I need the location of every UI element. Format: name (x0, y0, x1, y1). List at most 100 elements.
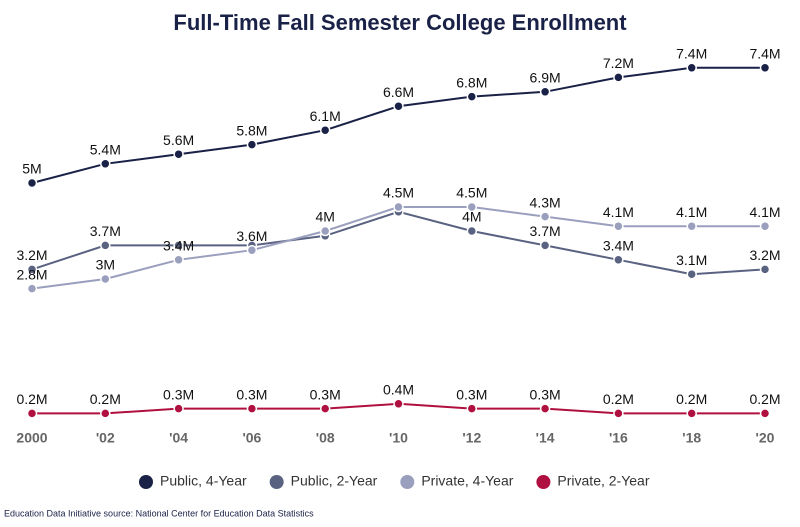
data-point (686, 62, 697, 74)
legend-label: Public, 2-Year (291, 473, 378, 489)
data-point (173, 148, 184, 160)
data-point (173, 254, 184, 266)
x-tick-label: '12 (462, 430, 481, 446)
legend-label: Public, 4-Year (160, 473, 247, 489)
data-label: 0.3M (530, 386, 561, 402)
data-label: 5.4M (90, 142, 121, 158)
data-label: 4.1M (749, 204, 780, 220)
data-label: 0.3M (310, 386, 341, 402)
legend-label: Private, 2-Year (557, 473, 649, 489)
legend-marker (269, 475, 284, 489)
x-tick-label: '02 (96, 430, 115, 446)
source-note: Education Data Initiative source: Nation… (4, 508, 314, 518)
data-label: 5.8M (236, 122, 267, 138)
data-point (393, 398, 404, 410)
data-label: 3.2M (749, 247, 780, 263)
data-label: 3.6M (236, 228, 267, 244)
data-label: 7.2M (603, 55, 634, 71)
data-point (613, 220, 624, 232)
data-label: 7.4M (676, 46, 707, 62)
data-label: 5.6M (163, 132, 194, 148)
data-point (613, 408, 624, 419)
data-point (26, 177, 38, 189)
data-label: 5M (22, 161, 41, 177)
data-label: 6.9M (530, 70, 561, 86)
data-label: 2.8M (16, 266, 47, 282)
data-point (466, 201, 478, 213)
series-line (31, 206, 765, 290)
data-point (100, 158, 111, 170)
data-label: 3.2M (16, 247, 47, 263)
data-point (319, 225, 331, 237)
data-label: 4M (315, 209, 334, 225)
x-tick-label: '14 (536, 430, 555, 446)
legend-label: Private, 4-Year (421, 473, 513, 489)
data-label: 4M (462, 209, 481, 225)
data-point (173, 240, 184, 251)
data-label: 4.3M (530, 194, 561, 210)
data-label: 4.1M (603, 204, 634, 220)
data-point (319, 124, 331, 136)
data-point (26, 283, 38, 294)
data-label: 7.4M (749, 46, 780, 62)
data-point (100, 240, 111, 251)
data-label: 0.3M (163, 386, 194, 402)
data-label: 6.1M (310, 108, 341, 124)
legend-marker (536, 475, 551, 489)
data-point (539, 86, 551, 98)
x-tick-label: '18 (682, 430, 701, 446)
data-point (466, 91, 478, 102)
data-point (26, 264, 38, 275)
data-label: 0.3M (236, 386, 267, 402)
data-point (246, 139, 258, 150)
data-label: 3.4M (603, 238, 634, 254)
data-point (759, 408, 771, 419)
data-label: 3.1M (676, 252, 707, 268)
data-point (246, 244, 258, 256)
data-point (759, 62, 771, 74)
data-point (539, 240, 551, 251)
data-point (246, 403, 258, 414)
data-label: 0.2M (16, 391, 47, 407)
data-point (393, 100, 404, 112)
data-point (100, 273, 111, 285)
data-label: 0.2M (676, 391, 707, 407)
x-tick-label: '08 (316, 430, 335, 446)
data-point (539, 403, 551, 414)
data-label: 4.5M (456, 185, 487, 201)
data-label: 0.2M (603, 391, 634, 407)
data-label: 0.2M (90, 391, 121, 407)
series-line (31, 210, 766, 276)
data-point (686, 408, 697, 419)
data-point (613, 254, 624, 266)
data-point (173, 403, 184, 414)
data-label: 3M (96, 257, 115, 273)
x-tick-label: '10 (389, 430, 408, 446)
data-label: 6.6M (383, 84, 414, 100)
legend-marker (400, 475, 415, 489)
x-tick-label: 2000 (16, 430, 47, 446)
data-label: 3.4M (163, 238, 194, 254)
chart-title: Full-Time Fall Semester College Enrollme… (173, 10, 627, 35)
legend-marker (139, 475, 153, 489)
data-label: 0.3M (456, 386, 487, 402)
data-point (686, 268, 697, 280)
data-label: 6.8M (456, 74, 487, 90)
x-tick-label: '04 (169, 430, 188, 446)
data-point (759, 220, 771, 232)
x-tick-label: '20 (756, 430, 775, 446)
data-label: 0.4M (383, 382, 414, 398)
data-point (100, 408, 111, 419)
data-point (466, 403, 478, 414)
data-point (26, 408, 38, 419)
data-label: 0.2M (749, 391, 780, 407)
data-point (319, 403, 331, 414)
data-label: 4.5M (383, 185, 414, 201)
data-point (759, 264, 771, 275)
x-tick-label: '16 (609, 430, 628, 446)
data-point (539, 211, 551, 222)
data-point (466, 225, 478, 237)
data-label: 3.7M (530, 223, 561, 239)
data-label: 3.7M (90, 223, 121, 239)
